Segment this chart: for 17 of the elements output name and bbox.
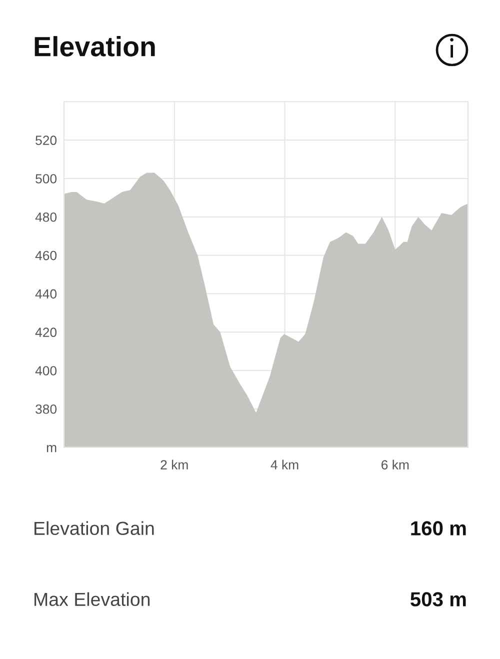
text: Max Elevation [34,592,150,606]
y-tick-label: 420 [35,328,57,338]
chart-title: Elevation [34,36,155,56]
y-tick-label: 380 [36,404,57,414]
y-tick-label: 400 [35,366,57,376]
x-tick-label: 2 km [160,460,188,470]
x-tick-label: 4 km [270,460,298,470]
y-tick-label: m [46,444,56,452]
text: 503 m [410,592,466,606]
y-tick-label: 440 [35,289,57,299]
y-tick-label: 480 [35,212,57,222]
text: Elevation Gain [34,521,154,536]
y-tick-label: 500 [36,174,57,184]
y-tick-label: 460 [35,250,57,260]
x-tick-label: 6 km [382,460,409,470]
text: 160 m [411,521,466,536]
y-tick-label: 520 [36,136,57,146]
